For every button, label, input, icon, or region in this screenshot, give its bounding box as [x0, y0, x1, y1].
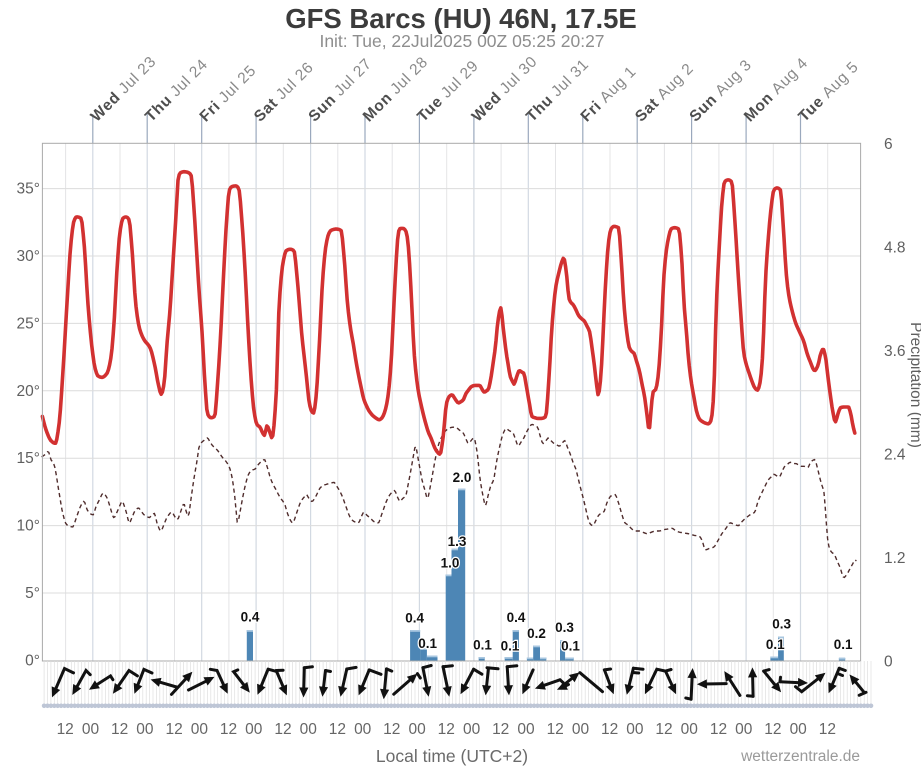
svg-text:00: 00: [517, 721, 535, 738]
svg-text:35°: 35°: [17, 181, 40, 198]
svg-text:00: 00: [463, 721, 481, 738]
svg-text:wetterzentrale.de: wetterzentrale.de: [740, 748, 860, 765]
svg-text:12: 12: [601, 721, 618, 738]
svg-text:0.1: 0.1: [501, 639, 520, 654]
svg-text:2.4: 2.4: [884, 446, 906, 463]
svg-text:12: 12: [165, 721, 182, 738]
svg-text:0.1: 0.1: [834, 637, 853, 652]
svg-text:00: 00: [245, 721, 263, 738]
svg-text:12: 12: [329, 721, 346, 738]
svg-text:12: 12: [57, 721, 74, 738]
svg-text:Local time (UTC+2): Local time (UTC+2): [376, 746, 528, 766]
svg-text:00: 00: [191, 721, 209, 738]
svg-text:00: 00: [735, 721, 753, 738]
svg-text:00: 00: [82, 721, 100, 738]
svg-text:0.1: 0.1: [766, 637, 785, 652]
svg-text:0.3: 0.3: [555, 620, 574, 635]
svg-text:12: 12: [547, 721, 564, 738]
svg-text:6: 6: [884, 136, 893, 153]
svg-text:0°: 0°: [25, 652, 40, 669]
svg-text:00: 00: [790, 721, 808, 738]
svg-text:1.3: 1.3: [448, 534, 467, 549]
svg-text:00: 00: [681, 721, 699, 738]
svg-text:4.8: 4.8: [884, 239, 906, 256]
svg-text:00: 00: [572, 721, 590, 738]
svg-text:0: 0: [884, 653, 893, 670]
svg-text:Precipitation (mm): Precipitation (mm): [907, 322, 921, 448]
svg-text:00: 00: [136, 721, 154, 738]
svg-text:5°: 5°: [25, 585, 40, 602]
svg-text:12: 12: [438, 721, 455, 738]
svg-text:12: 12: [492, 721, 509, 738]
svg-text:00: 00: [354, 721, 372, 738]
svg-text:20°: 20°: [17, 383, 40, 400]
svg-text:00: 00: [626, 721, 644, 738]
svg-text:30°: 30°: [17, 248, 40, 265]
svg-text:12: 12: [655, 721, 672, 738]
svg-text:12: 12: [383, 721, 400, 738]
svg-text:15°: 15°: [17, 450, 40, 467]
svg-text:0.3: 0.3: [772, 617, 791, 632]
svg-text:10°: 10°: [17, 518, 40, 535]
svg-text:Init: Tue, 22Jul2025 00Z 05:25: Init: Tue, 22Jul2025 00Z 05:25 20:27: [319, 31, 604, 51]
svg-text:12: 12: [764, 721, 781, 738]
svg-text:12: 12: [220, 721, 237, 738]
svg-text:0.2: 0.2: [527, 626, 546, 641]
svg-text:1.2: 1.2: [884, 550, 906, 567]
svg-text:2.0: 2.0: [453, 470, 472, 485]
svg-text:00: 00: [300, 721, 318, 738]
svg-text:GFS Barcs (HU) 46N, 17.5E: GFS Barcs (HU) 46N, 17.5E: [285, 3, 637, 34]
svg-text:0.4: 0.4: [405, 611, 424, 626]
svg-text:12: 12: [111, 721, 128, 738]
svg-text:0.4: 0.4: [241, 610, 260, 625]
svg-text:0.1: 0.1: [473, 638, 492, 653]
svg-text:0.1: 0.1: [561, 639, 580, 654]
svg-text:1.0: 1.0: [441, 556, 460, 571]
svg-text:0.1: 0.1: [418, 636, 437, 651]
svg-text:0.4: 0.4: [507, 610, 526, 625]
svg-text:3.6: 3.6: [884, 343, 906, 360]
svg-text:12: 12: [274, 721, 291, 738]
svg-text:12: 12: [710, 721, 727, 738]
svg-text:12: 12: [819, 721, 836, 738]
svg-text:00: 00: [408, 721, 426, 738]
svg-text:25°: 25°: [17, 315, 40, 332]
